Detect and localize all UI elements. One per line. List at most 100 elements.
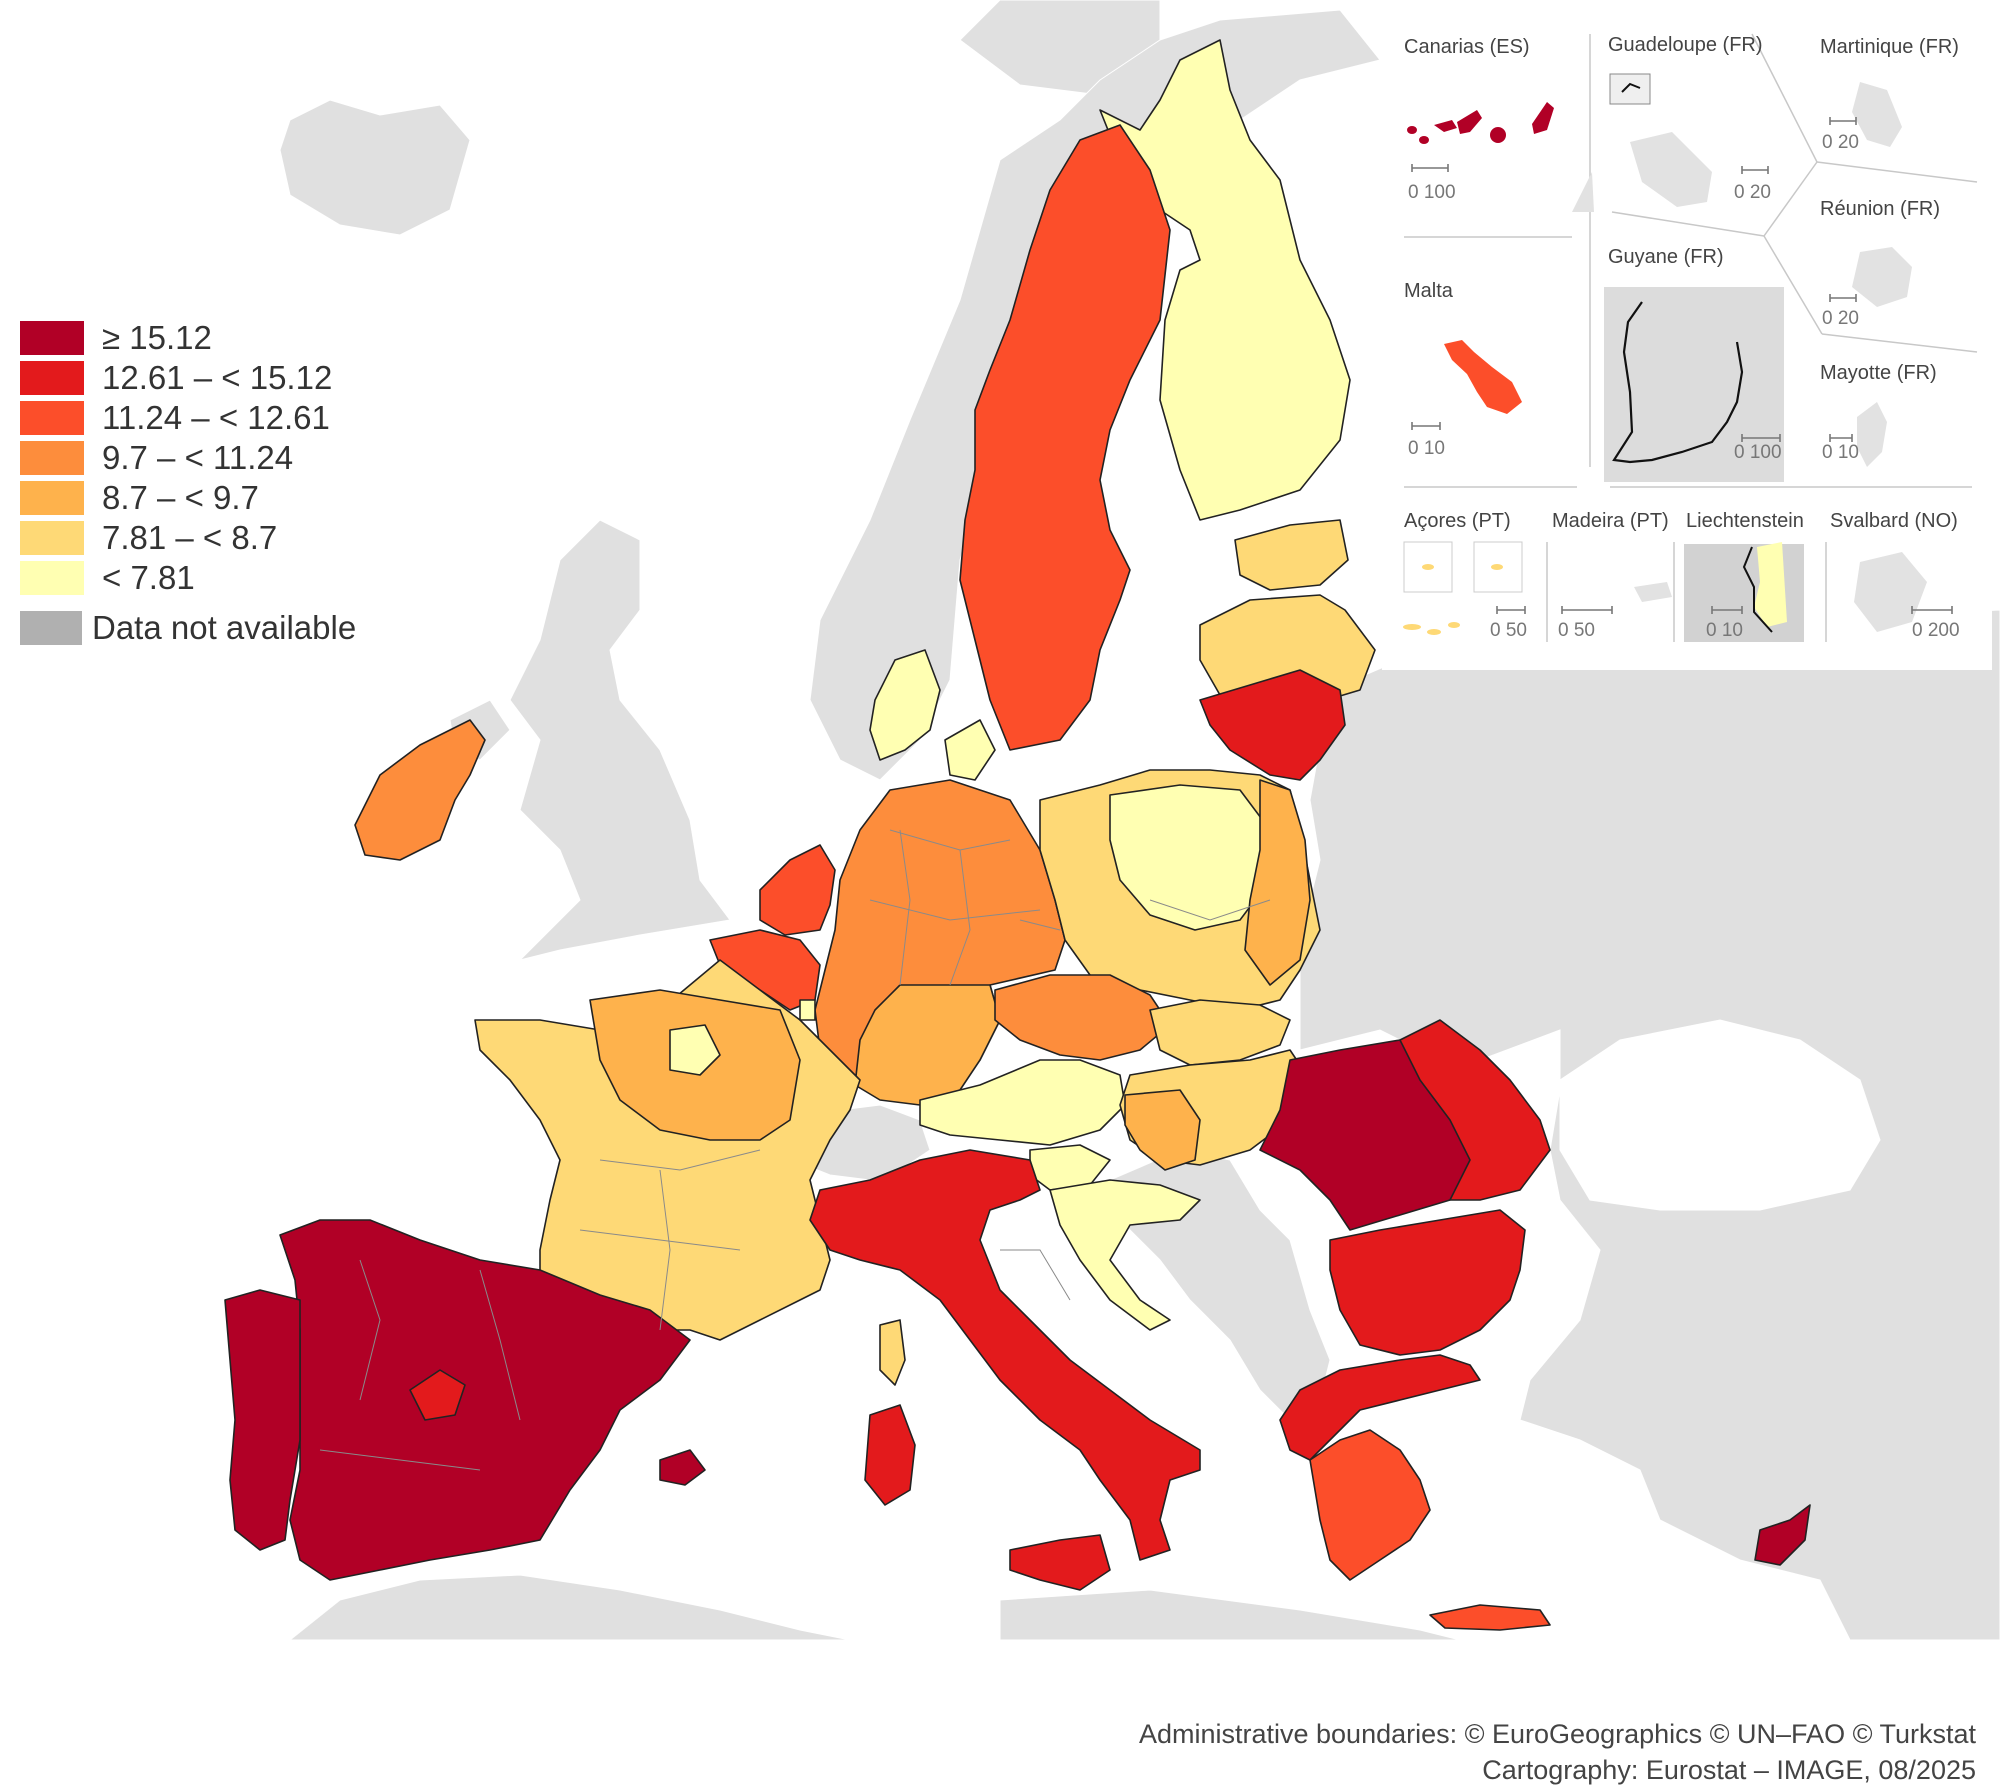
credits: Administrative boundaries: © EuroGeograp… bbox=[1139, 1716, 1976, 1788]
acores-box bbox=[1473, 541, 1523, 593]
scale-bar bbox=[1561, 606, 1613, 614]
scale-bar bbox=[1711, 606, 1743, 614]
island-shape bbox=[1407, 126, 1417, 134]
inset-label-liechtenstein: Liechtenstein bbox=[1686, 510, 1804, 532]
legend-swatch-na bbox=[20, 611, 82, 645]
scale-bar bbox=[1829, 294, 1857, 302]
region-lithuania bbox=[1199, 669, 1346, 781]
legend-label: 8.7 – < 9.7 bbox=[102, 479, 259, 516]
inset-label-guadeloupe: Guadeloupe (FR) bbox=[1608, 34, 1763, 56]
inset-label-madeira: Madeira (PT) bbox=[1552, 510, 1669, 532]
region-corsica bbox=[879, 1319, 906, 1386]
island-shape bbox=[1419, 136, 1429, 144]
legend-label: ≥ 15.12 bbox=[102, 319, 212, 356]
mayotte-shape bbox=[1857, 402, 1887, 467]
martinique-shape bbox=[1852, 82, 1902, 147]
scale-label-malta: 0 10 bbox=[1408, 438, 1445, 459]
scale-bar bbox=[1411, 164, 1449, 172]
scale-bars bbox=[1411, 117, 1953, 614]
legend-label: < 7.81 bbox=[102, 559, 195, 596]
inner-border-line bbox=[949, 849, 971, 986]
canarias-islands bbox=[1407, 102, 1554, 144]
acores-islands bbox=[1403, 564, 1503, 635]
inner-border-line bbox=[479, 1269, 521, 1421]
region-denmark-islands bbox=[944, 719, 996, 781]
inner-border-line bbox=[579, 1229, 741, 1251]
scale-bar bbox=[1741, 166, 1769, 174]
non-eu-land bbox=[279, 0, 2000, 1641]
region-spain bbox=[279, 1219, 691, 1581]
inner-border-line bbox=[359, 1259, 381, 1401]
scale-label-guyane: 0 100 bbox=[1734, 442, 1782, 463]
island-shape bbox=[1434, 120, 1457, 132]
credits-cartography: Cartography: Eurostat – IMAGE, 08/2025 bbox=[1482, 1755, 1976, 1785]
scale-bar bbox=[1911, 606, 1953, 614]
region-poland-central bbox=[1109, 784, 1271, 931]
inner-border-line bbox=[599, 1149, 761, 1171]
region-portugal bbox=[224, 1289, 301, 1551]
legend-swatch bbox=[20, 481, 84, 515]
scale-label-guadeloupe: 0 20 bbox=[1734, 182, 1771, 203]
inner-border-line bbox=[1019, 919, 1061, 931]
madeira-shape bbox=[1634, 582, 1672, 602]
legend: ≥ 15.12 12.61 – < 15.12 11.24 – < 12.61 … bbox=[20, 318, 380, 648]
region-bulgaria bbox=[1329, 1209, 1526, 1356]
inner-border-line bbox=[1149, 899, 1271, 921]
inset-label-mayotte: Mayotte (FR) bbox=[1820, 362, 1937, 384]
inner-border-line bbox=[659, 1169, 671, 1331]
island-shape bbox=[1491, 564, 1503, 570]
island-shape bbox=[1403, 624, 1421, 630]
region-cyprus bbox=[1754, 1504, 1811, 1566]
legend-swatch bbox=[20, 361, 84, 395]
reunion-shape bbox=[1852, 247, 1912, 307]
region-crete bbox=[1429, 1604, 1551, 1631]
region-italy bbox=[809, 1149, 1201, 1561]
inset-label-svalbard: Svalbard (NO) bbox=[1830, 510, 1958, 532]
canarias-coast bbox=[1572, 172, 1594, 212]
legend-item-na: Data not available bbox=[20, 608, 380, 648]
island-shape bbox=[1422, 564, 1434, 570]
divider-line bbox=[1751, 33, 1818, 163]
inner-border-line bbox=[899, 829, 911, 986]
legend-label: 7.81 – < 8.7 bbox=[102, 519, 278, 556]
inner-border-line bbox=[319, 1449, 481, 1471]
legend-item: 9.7 – < 11.24 bbox=[20, 438, 380, 478]
scale-label-martinique: 0 20 bbox=[1822, 132, 1859, 153]
svalbard-shape bbox=[1854, 552, 1927, 632]
africa-land-east bbox=[999, 1589, 1461, 1641]
legend-item: 12.61 – < 15.12 bbox=[20, 358, 380, 398]
uk-land bbox=[509, 519, 731, 961]
region-czechia bbox=[994, 974, 1171, 1061]
inset-label-canarias: Canarias (ES) bbox=[1404, 36, 1530, 58]
malta-island bbox=[1444, 340, 1522, 414]
island-shape bbox=[1532, 102, 1554, 134]
legend-swatch bbox=[20, 401, 84, 435]
legend-label: 11.24 – < 12.61 bbox=[102, 399, 330, 436]
region-ile-de-france bbox=[669, 1024, 721, 1076]
legend-label-na: Data not available bbox=[92, 609, 357, 646]
region-greece-south bbox=[1309, 1429, 1431, 1581]
insets-panel: Canarias (ES) Guadeloupe (FR) Martinique… bbox=[1382, 22, 1992, 670]
guyane-panel bbox=[1604, 287, 1784, 482]
island-shape bbox=[1427, 629, 1441, 635]
inner-border-line bbox=[869, 899, 1041, 921]
region-croatia bbox=[1049, 1179, 1201, 1331]
inset-label-martinique: Martinique (FR) bbox=[1820, 36, 1959, 58]
inset-dividers bbox=[1404, 33, 1978, 642]
legend-swatch bbox=[20, 561, 84, 595]
insets-graphics bbox=[1403, 33, 1978, 642]
iceland-land bbox=[279, 99, 471, 236]
region-romania-east bbox=[1399, 1019, 1551, 1201]
scale-bar bbox=[1411, 422, 1441, 430]
legend-swatch bbox=[20, 441, 84, 475]
region-poland-east bbox=[1244, 779, 1311, 986]
scale-label-mayotte: 0 10 bbox=[1822, 442, 1859, 463]
inset-label-malta: Malta bbox=[1404, 280, 1453, 302]
divider-line bbox=[1816, 161, 1978, 183]
region-estonia bbox=[1234, 519, 1349, 591]
divider-line bbox=[1763, 161, 1818, 237]
region-latvia bbox=[1199, 594, 1376, 706]
guadeloupe-shape bbox=[1630, 132, 1712, 207]
island-shape bbox=[1448, 622, 1460, 628]
